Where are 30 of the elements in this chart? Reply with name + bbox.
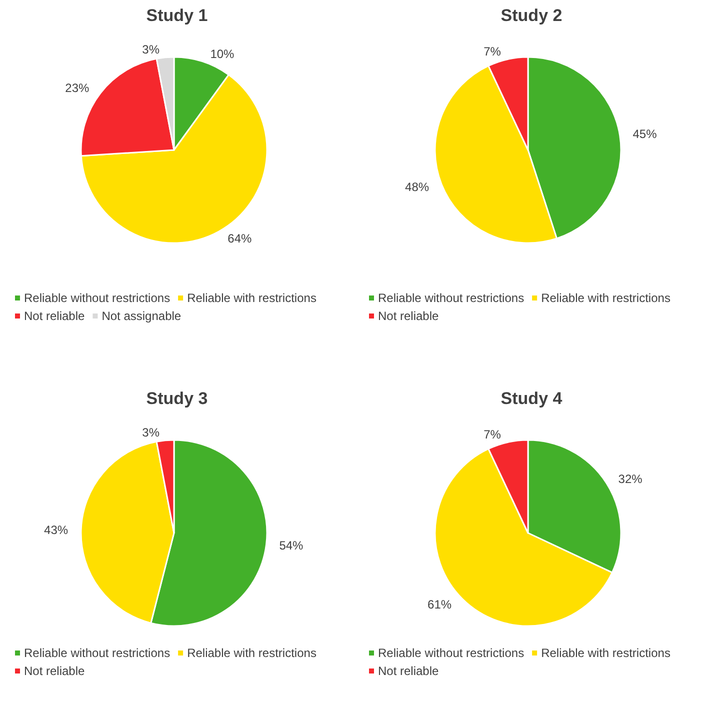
data-label: 3% xyxy=(142,425,160,440)
data-label: 32% xyxy=(618,472,643,486)
legend-label: Reliable without restrictions xyxy=(378,646,524,660)
data-label: 64% xyxy=(228,232,252,246)
chart-title: Study 3 xyxy=(146,389,208,408)
legend-label: Reliable without restrictions xyxy=(24,291,170,305)
legend-label: Not reliable xyxy=(24,309,86,323)
legend-label: Not reliable xyxy=(24,664,86,678)
data-label: 7% xyxy=(484,44,502,58)
data-label: 43% xyxy=(44,522,68,537)
legend-label: Reliable with restrictions xyxy=(187,291,316,305)
legend-label: Not reliable xyxy=(378,664,440,678)
chart-title: Study 1 xyxy=(146,6,208,25)
data-label: 48% xyxy=(405,180,430,194)
data-label: 45% xyxy=(632,127,658,142)
chart-title: Study 4 xyxy=(500,389,563,408)
data-label: 54% xyxy=(279,538,304,553)
data-label: 7% xyxy=(484,427,502,442)
legend-label: Reliable with restrictions xyxy=(187,646,316,660)
legend-label: Reliable with restrictions xyxy=(541,291,670,305)
legend-label: Reliable with restrictions xyxy=(541,646,670,660)
chart-title: Study 2 xyxy=(500,6,562,25)
data-label: 3% xyxy=(142,42,160,56)
legend-label: Not reliable xyxy=(378,309,440,323)
legend-label: Reliable without restrictions xyxy=(24,646,170,660)
data-label: 10% xyxy=(210,46,235,61)
legend-label: Reliable without restrictions xyxy=(378,291,524,305)
data-label: 61% xyxy=(428,597,452,612)
data-label: 23% xyxy=(65,81,90,96)
legend-label: Not assignable xyxy=(102,309,182,323)
